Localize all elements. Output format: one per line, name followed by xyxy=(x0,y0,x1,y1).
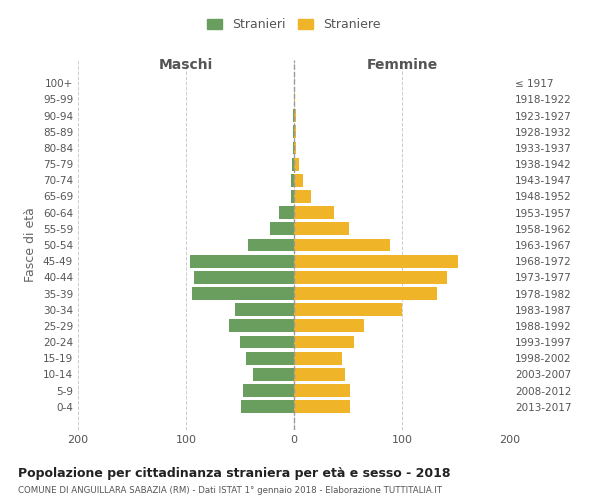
Bar xyxy=(294,190,311,203)
Bar xyxy=(194,271,294,284)
Bar xyxy=(294,126,296,138)
Bar xyxy=(291,190,294,203)
Bar xyxy=(294,93,295,106)
Bar xyxy=(193,287,294,300)
Bar xyxy=(294,254,458,268)
Bar xyxy=(229,320,294,332)
Bar xyxy=(247,352,294,364)
Y-axis label: Fasce di età: Fasce di età xyxy=(25,208,37,282)
Bar xyxy=(293,142,294,154)
Text: Maschi: Maschi xyxy=(159,58,213,72)
Text: Femmine: Femmine xyxy=(367,58,437,72)
Bar xyxy=(294,271,448,284)
Bar xyxy=(248,238,294,252)
Bar xyxy=(291,174,294,187)
Bar xyxy=(294,287,437,300)
Bar xyxy=(294,109,296,122)
Bar xyxy=(294,368,345,381)
Bar xyxy=(294,238,390,252)
Bar xyxy=(279,206,294,219)
Bar xyxy=(235,303,294,316)
Bar xyxy=(294,206,334,219)
Bar xyxy=(292,158,294,170)
Text: Popolazione per cittadinanza straniera per età e sesso - 2018: Popolazione per cittadinanza straniera p… xyxy=(18,468,451,480)
Bar xyxy=(294,400,350,413)
Bar xyxy=(294,336,355,348)
Bar xyxy=(294,174,302,187)
Bar xyxy=(190,254,294,268)
Bar xyxy=(243,384,294,397)
Bar xyxy=(294,352,341,364)
Bar xyxy=(294,303,402,316)
Bar xyxy=(293,126,294,138)
Bar xyxy=(241,400,294,413)
Bar xyxy=(253,368,294,381)
Bar xyxy=(293,109,294,122)
Bar xyxy=(270,222,294,235)
Bar xyxy=(294,158,299,170)
Bar xyxy=(294,384,350,397)
Bar xyxy=(294,222,349,235)
Bar xyxy=(240,336,294,348)
Text: COMUNE DI ANGUILLARA SABAZIA (RM) - Dati ISTAT 1° gennaio 2018 - Elaborazione TU: COMUNE DI ANGUILLARA SABAZIA (RM) - Dati… xyxy=(18,486,442,495)
Bar xyxy=(294,320,364,332)
Bar xyxy=(294,142,296,154)
Legend: Stranieri, Straniere: Stranieri, Straniere xyxy=(203,14,385,35)
